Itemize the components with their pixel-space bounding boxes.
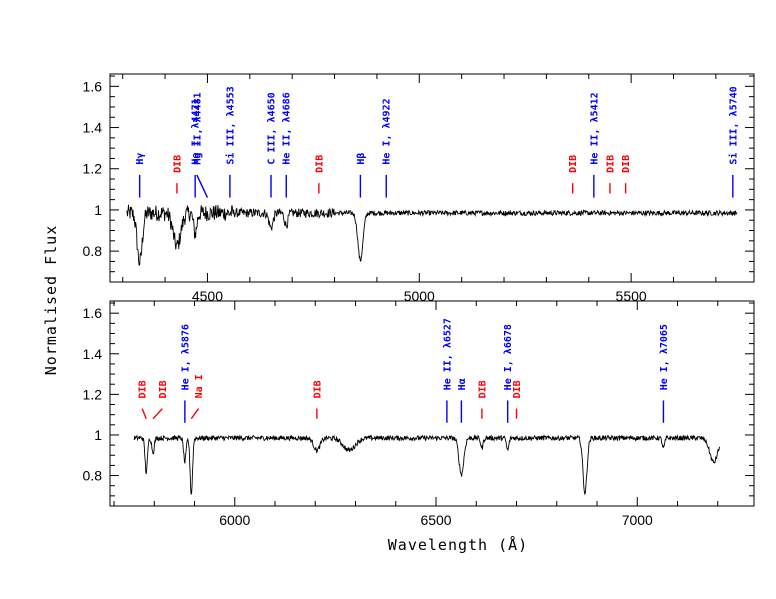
bottom-panel: 6000 6500 7000 0.8 1 1.2 1.4 1.6 DIB DIB He I, λ58… — [83, 300, 755, 528]
line-label: He I, λ7065 — [659, 324, 670, 390]
dib-label: DIB — [568, 155, 579, 173]
dib-label: DIB — [477, 380, 488, 398]
x-tick-label: 6000 — [219, 512, 250, 528]
line-label: He II, λ6527 — [442, 318, 453, 390]
line-marker — [196, 174, 209, 198]
x-tick-label: 7000 — [622, 512, 653, 528]
line-label: He II, λ5412 — [589, 92, 600, 164]
x-axis-title: Wavelength (Å) — [388, 535, 528, 554]
line-label: Hα — [457, 378, 468, 390]
dib-marker — [141, 408, 147, 419]
plot-frame — [109, 300, 755, 507]
y-tick-label: 0.8 — [83, 243, 103, 259]
line-label: Si III, λ5740 — [727, 86, 739, 164]
dib-label: DIB — [172, 155, 183, 173]
y-tick-label: 1 — [94, 427, 102, 443]
line-label: Hβ — [356, 153, 367, 165]
dib-label: DIB — [312, 380, 323, 398]
x-tick-label: 5000 — [404, 288, 435, 304]
dib-label: DIB — [512, 380, 523, 398]
y-tick-label: 1.6 — [83, 78, 103, 94]
line-label: Si III, λ4553 — [224, 86, 236, 164]
dib-label: DIB — [621, 155, 632, 173]
dib-label: DIB — [605, 155, 616, 173]
y-tick-label: 1.2 — [83, 386, 103, 402]
dib-label: DIB — [314, 155, 325, 173]
dib-marker — [190, 408, 200, 420]
y-axis-title: Normalised Flux — [42, 225, 60, 375]
x-tick-label: 5500 — [616, 288, 647, 304]
line-label: Mg II, λ4481 — [192, 92, 203, 164]
y-tick-label: 1.6 — [83, 305, 103, 321]
x-tick-label: 4500 — [192, 288, 223, 304]
y-tick-label: 1.2 — [83, 161, 103, 177]
dib-label: DIB — [158, 380, 169, 398]
line-label: He I, λ5876 — [180, 324, 191, 390]
dib-label: Na I — [194, 374, 205, 398]
y-tick-label: 1 — [94, 202, 102, 218]
x-tick-label: 6500 — [420, 512, 451, 528]
line-label: Hγ — [135, 153, 146, 165]
spectrum-line — [133, 434, 720, 496]
y-tick-label: 1.4 — [83, 346, 103, 362]
dib-label: DIB — [138, 380, 149, 398]
top-panel: 4500 5000 5500 0.8 1 1.2 1.4 1.6 Hγ DIB He I, λ447… — [83, 73, 755, 304]
dib-marker — [152, 408, 163, 420]
spectrum-line — [126, 204, 738, 266]
line-label: C III, λ4650 — [267, 92, 278, 164]
line-label: He I, λ4922 — [382, 98, 393, 164]
line-label: He II, λ4686 — [282, 92, 293, 164]
y-tick-label: 0.8 — [83, 468, 103, 484]
plot-frame — [109, 73, 755, 283]
line-label: He I, λ6678 — [503, 324, 514, 390]
y-tick-label: 1.4 — [83, 120, 103, 136]
line-label: He I, λ4471 — [191, 98, 202, 164]
